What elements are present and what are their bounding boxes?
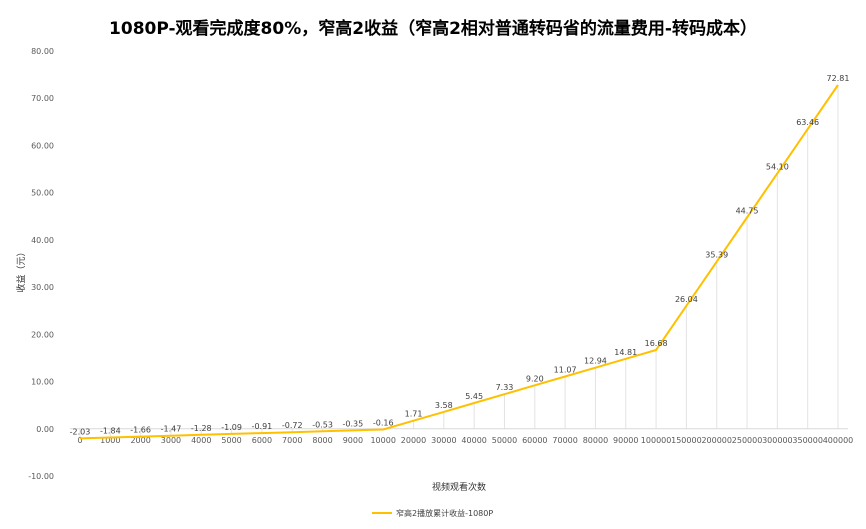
x-tick-label: 7000 bbox=[282, 436, 302, 445]
x-tick-label: 400000 bbox=[823, 436, 854, 445]
data-label: -1.47 bbox=[161, 425, 182, 434]
chart-title: 1080P-观看完成度80%，窄高2收益（窄高2相对普通转码省的流量费用-转码成… bbox=[109, 18, 757, 39]
y-tick-label: 50.00 bbox=[31, 189, 54, 198]
y-tick-label: 70.00 bbox=[31, 94, 54, 103]
data-labels: -2.03 -1.84 -1.66 -1.47 -1.28 -1.09 -0.91 -0.72… bbox=[70, 74, 850, 436]
x-tick-label: 8000 bbox=[312, 436, 332, 445]
x-tick-label: 300000 bbox=[762, 436, 793, 445]
y-tick-label: 20.00 bbox=[31, 330, 54, 339]
x-tick-label: 50000 bbox=[492, 436, 517, 445]
data-label: 72.81 bbox=[827, 74, 850, 83]
data-label: -2.03 bbox=[70, 427, 91, 436]
x-tick-label: 3000 bbox=[161, 436, 181, 445]
x-tick-label: 2000 bbox=[130, 436, 150, 445]
x-tick-label: 60000 bbox=[522, 436, 547, 445]
legend-label: 窄高2播放累计收益-1080P bbox=[396, 508, 493, 518]
x-tick-label: 200000 bbox=[701, 436, 732, 445]
data-label: -0.53 bbox=[312, 420, 333, 429]
y-tick-label: 60.00 bbox=[31, 141, 54, 150]
legend: 窄高2播放累计收益-1080P bbox=[372, 508, 493, 518]
x-tick-label: 1000 bbox=[100, 436, 120, 445]
y-tick-label: 40.00 bbox=[31, 236, 54, 245]
drop-lines bbox=[79, 84, 839, 439]
x-axis-title: 视频观看次数 bbox=[432, 481, 486, 493]
data-label: 12.94 bbox=[584, 357, 607, 366]
x-tick-label: 80000 bbox=[583, 436, 608, 445]
data-label: -0.16 bbox=[373, 419, 394, 428]
x-tick-label: 5000 bbox=[221, 436, 241, 445]
y-tick-label: 10.00 bbox=[31, 378, 54, 387]
data-label: 7.33 bbox=[496, 383, 514, 392]
x-axis-ticks: 0 1000 2000 3000 4000 5000 6000 7000 8000 9000 100… bbox=[77, 436, 853, 445]
x-tick-label: 30000 bbox=[431, 436, 456, 445]
x-tick-label: 70000 bbox=[552, 436, 577, 445]
y-axis-ticks: -10.00 0.00 10.00 20.00 30.00 40.00 50.00 60.00… bbox=[28, 47, 54, 481]
data-label: 54.10 bbox=[766, 162, 789, 171]
x-tick-label: 0 bbox=[77, 436, 82, 445]
data-label: 14.81 bbox=[614, 348, 637, 357]
data-label: 1.71 bbox=[405, 410, 423, 419]
x-tick-label: 6000 bbox=[252, 436, 272, 445]
data-label: 3.58 bbox=[435, 401, 453, 410]
data-label: 44.75 bbox=[736, 206, 759, 215]
y-tick-label: -10.00 bbox=[28, 472, 54, 481]
data-label: 26.04 bbox=[675, 295, 698, 304]
data-label: -0.91 bbox=[252, 422, 273, 431]
data-label: 11.07 bbox=[554, 366, 577, 375]
x-tick-label: 150000 bbox=[671, 436, 702, 445]
data-label: 5.45 bbox=[465, 392, 483, 401]
y-tick-label: 80.00 bbox=[31, 47, 54, 56]
data-label: -1.09 bbox=[221, 423, 242, 432]
data-label: 63.46 bbox=[796, 118, 819, 127]
x-tick-label: 10000 bbox=[370, 436, 395, 445]
data-label: -1.66 bbox=[130, 426, 151, 435]
x-tick-label: 4000 bbox=[191, 436, 211, 445]
x-tick-label: 250000 bbox=[732, 436, 763, 445]
x-tick-label: 90000 bbox=[613, 436, 638, 445]
x-tick-label: 9000 bbox=[343, 436, 363, 445]
y-tick-label: 0.00 bbox=[36, 425, 54, 434]
x-tick-label: 100000 bbox=[641, 436, 672, 445]
data-label: -1.28 bbox=[191, 424, 212, 433]
x-tick-label: 20000 bbox=[401, 436, 426, 445]
data-label: 35.39 bbox=[705, 251, 728, 260]
y-axis-title: 收益（元） bbox=[15, 247, 27, 292]
x-tick-label: 350000 bbox=[792, 436, 823, 445]
series-line bbox=[79, 84, 839, 440]
x-tick-label: 40000 bbox=[461, 436, 486, 445]
data-label: 16.68 bbox=[645, 339, 668, 348]
data-label: 9.20 bbox=[526, 374, 544, 383]
data-label: -0.72 bbox=[282, 421, 303, 430]
data-label: -0.35 bbox=[343, 419, 364, 428]
data-label: -1.84 bbox=[100, 426, 121, 435]
y-tick-label: 30.00 bbox=[31, 283, 54, 292]
